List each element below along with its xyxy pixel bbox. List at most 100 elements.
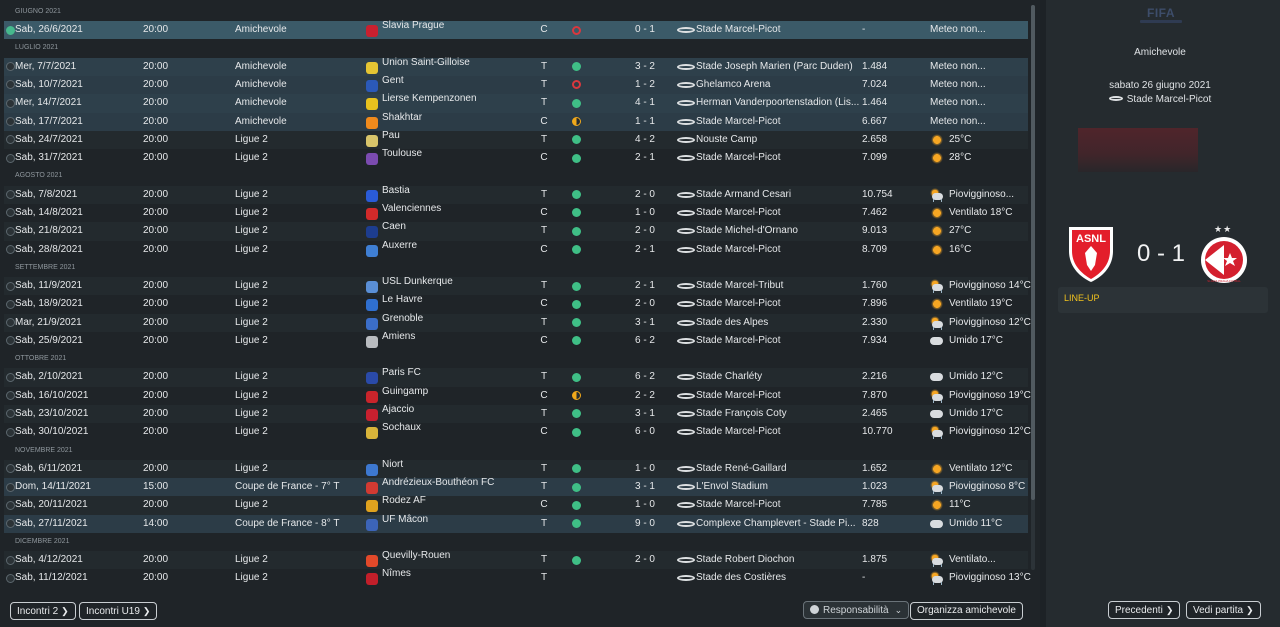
select-checkbox[interactable]	[6, 409, 15, 419]
fixture-row[interactable]: Sab, 23/10/2021 20:00 Ligue 2 Ajaccio T 3 - 1…	[4, 404, 1028, 424]
fixture-opponent[interactable]: Shakhtar	[382, 111, 423, 123]
fixture-opponent[interactable]: UF Mâcon	[382, 513, 429, 525]
vedi-partita-button[interactable]: Vedi partita ❯	[1186, 601, 1261, 619]
fixture-opponent[interactable]: Gent	[382, 74, 404, 86]
fixture-row[interactable]: Sab, 11/12/2021 20:00 Ligue 2 Nîmes T Stade d…	[4, 568, 1031, 587]
fixture-row[interactable]: Sab, 10/7/2021 20:00 Amichevole Gent T 1 - 2 G…	[4, 75, 1028, 95]
fixture-row[interactable]: Sab, 30/10/2021 20:00 Ligue 2 Sochaux C 6 - 0…	[4, 422, 1031, 441]
fixture-opponent[interactable]: Bastia	[382, 184, 410, 196]
home-away-indicator: T	[540, 133, 548, 145]
select-checkbox[interactable]	[6, 25, 15, 35]
select-checkbox[interactable]	[6, 190, 15, 200]
fixture-competition: Ligue 2	[235, 426, 268, 438]
incontri-2-button[interactable]: Incontri 2 ❯	[10, 602, 76, 620]
incontri-u19-button[interactable]: Incontri U19 ❯	[79, 602, 158, 620]
weather-rain-icon	[930, 425, 944, 439]
select-checkbox[interactable]	[6, 299, 15, 309]
fixture-row[interactable]: Sab, 2/10/2021 20:00 Ligue 2 Paris FC T 6 - 2…	[4, 367, 1028, 387]
select-checkbox[interactable]	[6, 98, 15, 108]
fixture-opponent[interactable]: Paris FC	[382, 367, 421, 379]
select-checkbox[interactable]	[6, 427, 15, 437]
home-team-crest[interactable]: ASNL	[1066, 225, 1116, 283]
fixture-opponent[interactable]: Rodez AF	[382, 495, 426, 507]
select-checkbox[interactable]	[6, 464, 15, 474]
select-checkbox[interactable]	[6, 281, 15, 291]
fixture-row[interactable]: Sab, 18/9/2021 20:00 Ligue 2 Le Havre C 2 - 0…	[4, 294, 1028, 313]
fixture-row[interactable]: Mer, 7/7/2021 20:00 Amichevole Union Saint-…	[4, 57, 1028, 76]
select-checkbox[interactable]	[6, 482, 15, 492]
fixture-row[interactable]: Dom, 14/11/2021 15:00 Coupe de France - 7°…	[4, 477, 1028, 497]
select-checkbox[interactable]	[6, 80, 15, 90]
fixture-opponent[interactable]: USL Dunkerque	[382, 276, 453, 288]
select-checkbox[interactable]	[6, 117, 15, 127]
lineup-tab[interactable]	[1058, 287, 1268, 313]
select-checkbox[interactable]	[6, 573, 15, 583]
fixture-row[interactable]: Sab, 25/9/2021 20:00 Ligue 2 Amiens C 6 - 2 St…	[4, 331, 1028, 350]
select-checkbox[interactable]	[6, 391, 15, 401]
select-checkbox[interactable]	[6, 555, 15, 565]
fixture-opponent[interactable]: Caen	[382, 221, 406, 233]
fixture-row[interactable]: Sab, 4/12/2021 20:00 Ligue 2 Quevilly-Rouen…	[4, 550, 1028, 570]
fixture-row[interactable]: Sab, 28/8/2021 20:00 Ligue 2 Auxerre C 2 - 1 S…	[4, 240, 1028, 259]
fixture-row[interactable]: Sab, 16/10/2021 20:00 Ligue 2 Guingamp C 2 - …	[4, 386, 1031, 405]
lineup-label[interactable]: LINE-UP	[1064, 293, 1100, 303]
scrollbar-thumb[interactable]	[1031, 5, 1035, 500]
fixture-opponent[interactable]: Andrézieux-Bouthéon FC	[382, 477, 495, 489]
select-checkbox[interactable]	[6, 336, 15, 346]
fixture-row[interactable]: Sab, 31/7/2021 20:00 Ligue 2 Toulouse C 2 - 1…	[4, 148, 1028, 167]
month-header: SETTEMBRE 2021	[15, 263, 76, 271]
responsabilita-dropdown[interactable]: Responsabilità ⌄	[803, 601, 910, 619]
select-checkbox[interactable]	[6, 153, 15, 163]
fixture-opponent[interactable]: Valenciennes	[382, 202, 442, 214]
fixture-competition: Amichevole	[235, 60, 287, 72]
fixture-opponent[interactable]: Toulouse	[382, 148, 423, 160]
weather-cloud-icon	[930, 334, 944, 348]
select-checkbox[interactable]	[6, 500, 15, 510]
fixture-time: 20:00	[143, 462, 169, 474]
scrollbar[interactable]	[1031, 5, 1035, 570]
fixture-opponent[interactable]: Auxerre	[382, 239, 418, 251]
team-crest-icon	[366, 79, 378, 92]
stadium-icon	[677, 209, 695, 216]
fixture-opponent[interactable]: Le Havre	[382, 294, 423, 306]
fixture-row[interactable]: Sab, 7/8/2021 20:00 Ligue 2 Bastia T 2 - 0 Sta…	[4, 185, 1028, 204]
cloud-shape	[930, 519, 943, 528]
fixture-opponent[interactable]: Union Saint-Gilloise	[382, 56, 470, 68]
select-checkbox[interactable]	[6, 519, 15, 529]
fixture-competition: Ligue 2	[235, 371, 268, 383]
fixture-opponent[interactable]: Grenoble	[382, 312, 424, 324]
select-checkbox[interactable]	[6, 135, 15, 145]
home-away-indicator: T	[540, 554, 548, 566]
fixture-opponent[interactable]: Niort	[382, 458, 404, 470]
fixture-row[interactable]: Sab, 21/8/2021 20:00 Ligue 2 Caen T 2 - 0 Stad…	[4, 221, 1028, 241]
fixture-opponent[interactable]: Nîmes	[382, 568, 411, 580]
fixture-opponent[interactable]: Sochaux	[382, 422, 421, 434]
fixture-stadium: Stade Marcel-Picot	[696, 115, 781, 127]
fixture-opponent[interactable]: Amiens	[382, 330, 416, 342]
fixture-opponent[interactable]: Slavia Prague	[382, 20, 445, 32]
fixture-row[interactable]: Sab, 14/8/2021 20:00 Ligue 2 Valenciennes C 1…	[4, 203, 1028, 222]
select-checkbox[interactable]	[6, 208, 15, 218]
fixture-row[interactable]: Sab, 24/7/2021 20:00 Ligue 2 Pau T 4 - 2 Noust…	[4, 130, 1028, 150]
fixture-row[interactable]: Sab, 11/9/2021 20:00 Ligue 2 USL Dunkerque T…	[4, 276, 1031, 296]
fixture-opponent[interactable]: Pau	[382, 129, 400, 141]
away-team-crest[interactable]: SLAVIA PRAHA FOTBAL	[1200, 236, 1248, 284]
fixture-row[interactable]: Sab, 26/6/2021 20:00 Amichevole Slavia Prag…	[4, 20, 1028, 40]
fixture-row[interactable]: Mer, 14/7/2021 20:00 Amichevole Lierse Kemp…	[4, 93, 1028, 113]
fixture-row[interactable]: Sab, 27/11/2021 14:00 Coupe de France - 8°…	[4, 514, 1028, 533]
fixture-opponent[interactable]: Ajaccio	[382, 403, 415, 415]
fixture-row[interactable]: Mar, 21/9/2021 20:00 Ligue 2 Grenoble T 3 - 1…	[4, 313, 1031, 332]
select-checkbox[interactable]	[6, 226, 15, 236]
fixture-opponent[interactable]: Lierse Kempenzonen	[382, 93, 477, 105]
fixture-row[interactable]: Sab, 20/11/2021 20:00 Ligue 2 Rodez AF C 1 - …	[4, 495, 1028, 515]
precedenti-button[interactable]: Precedenti ❯	[1108, 601, 1181, 619]
select-checkbox[interactable]	[6, 372, 15, 382]
select-checkbox[interactable]	[6, 62, 15, 72]
fixture-row[interactable]: Sab, 6/11/2021 20:00 Ligue 2 Niort T 1 - 0 Sta…	[4, 459, 1028, 479]
fixture-opponent[interactable]: Guingamp	[382, 385, 429, 397]
select-checkbox[interactable]	[6, 245, 15, 255]
select-checkbox[interactable]	[6, 318, 15, 328]
organizza-amichevole-button[interactable]: Organizza amichevole	[910, 602, 1023, 620]
fixture-row[interactable]: Sab, 17/7/2021 20:00 Amichevole Shakhtar C 1 …	[4, 112, 1028, 131]
fixture-opponent[interactable]: Quevilly-Rouen	[382, 550, 451, 562]
